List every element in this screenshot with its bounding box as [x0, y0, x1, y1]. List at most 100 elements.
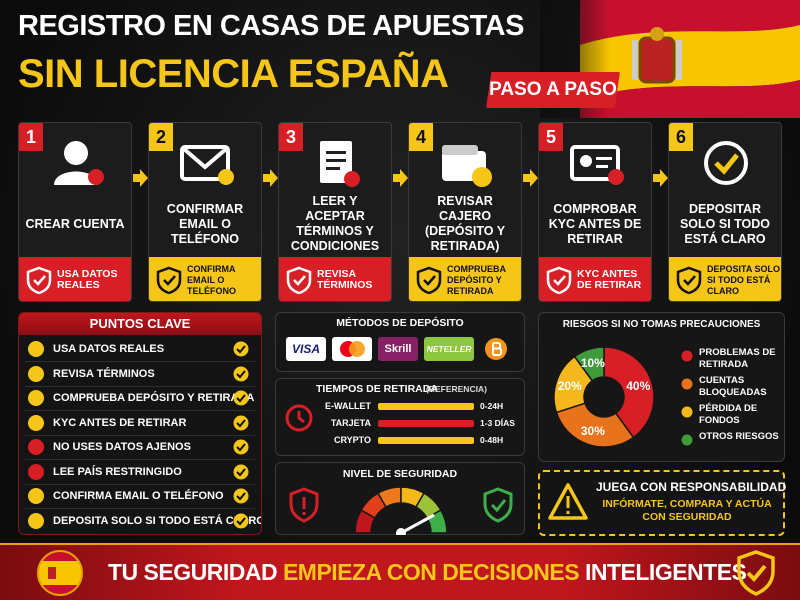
step-note: DEPOSITA SOLO SI TODO ESTÁ CLARO	[707, 263, 781, 296]
time-bar	[378, 403, 474, 410]
icon-shape	[570, 145, 620, 181]
point-icon	[27, 487, 45, 505]
icon-shape	[580, 0, 800, 45]
icon-shape	[704, 141, 748, 185]
icon-shape	[580, 155, 592, 167]
icon-shape	[180, 145, 234, 185]
key-points-title: PUNTOS CLAVE	[19, 313, 261, 335]
clock-icon	[284, 403, 314, 433]
point-text: REVISA TÉRMINOS	[53, 367, 155, 380]
footer-part-2: EMPIEZA CON DECISIONES	[282, 559, 580, 585]
icon-shape	[236, 345, 246, 354]
icon-shape	[182, 147, 228, 170]
step-card: 1 CREAR CUENTA USA DATOS REALES	[18, 122, 132, 302]
icon-shape	[233, 513, 249, 528]
deposit-panel: MÉTODOS DE DEPÓSITO VISA Skrill NETELLER	[275, 312, 525, 372]
icon-shape	[233, 366, 249, 381]
legend-dot	[681, 349, 693, 362]
point-text: CONFIRMA EMAIL O TELÉFONO	[53, 490, 224, 502]
icon-shape	[236, 443, 246, 452]
point-divider	[25, 483, 255, 485]
icon-shape	[393, 169, 408, 187]
icon-shape	[233, 415, 249, 430]
icon-shape	[523, 169, 538, 187]
icon-shape	[28, 341, 44, 357]
step-card: 3 LEER Y ACEPTAR TÉRMINOS Y CONDICIONES RE…	[278, 122, 392, 302]
point-text: KYC ANTES DE RETIRAR	[53, 416, 187, 429]
step-label: CREAR CUENTA	[25, 216, 125, 231]
icon-shape	[344, 171, 360, 187]
logo-visa: VISA	[286, 337, 326, 361]
footer-shield	[736, 550, 776, 596]
method-name: E-WALLET	[325, 401, 371, 411]
donut-slice	[573, 346, 605, 382]
icon-shape	[320, 141, 360, 187]
icon-shape	[570, 145, 624, 185]
icon-shape	[236, 418, 246, 427]
icon-shape	[485, 338, 507, 360]
step-icon	[306, 137, 366, 189]
point-text: DEPOSITA SOLO SI TODO ESTÁ CLARO	[53, 514, 262, 527]
icon-shape	[326, 167, 340, 170]
icon-shape	[28, 341, 44, 357]
icon-shape	[714, 153, 739, 175]
icon-shape	[233, 488, 249, 504]
point-divider	[25, 434, 255, 436]
step-arrow	[263, 168, 278, 188]
slice-label: 40%	[626, 379, 650, 393]
icon-shape	[492, 342, 503, 356]
risks-title: RIESGOS SI NO TOMAS PRECAUCIONES	[562, 319, 761, 330]
point-icon	[27, 438, 45, 456]
icon-shape	[423, 275, 436, 286]
step-label: CONFIRMAR EMAIL O TELÉFONO	[166, 201, 244, 246]
time-text: 0-48H	[480, 435, 504, 445]
icon-shape	[596, 157, 612, 160]
icon-shape	[28, 365, 44, 382]
icon-shape	[28, 488, 44, 504]
icon-shape	[28, 439, 44, 455]
icon-shape	[442, 145, 492, 187]
icon-shape	[285, 404, 313, 432]
icon-shape	[553, 275, 566, 286]
point-text: COMPRUEBA DEPÓSITO Y RETIRADA	[53, 392, 255, 404]
step-note: CONFIRMA EMAIL O TELÉFONO	[187, 263, 236, 296]
step-number: 5	[539, 123, 563, 151]
icon-shape	[285, 404, 313, 432]
logo-mastercard	[332, 337, 372, 361]
donut-slice	[555, 402, 635, 448]
icon-shape	[286, 266, 312, 295]
icon-shape	[681, 350, 693, 362]
step-number: 6	[669, 123, 693, 151]
icon-shape	[566, 511, 570, 514]
point-icon	[27, 512, 45, 530]
icon-shape	[416, 266, 442, 295]
icon-shape	[64, 141, 88, 165]
icon-shape	[326, 159, 346, 162]
icon-shape	[681, 434, 693, 446]
icon-shape	[236, 492, 246, 501]
icon-shape	[566, 496, 570, 508]
icon-shape	[681, 378, 693, 390]
icon-shape	[472, 167, 492, 187]
note-icon	[415, 266, 443, 295]
donut-chart: 40% 30% 20% 10%	[539, 333, 669, 461]
icon-shape	[54, 141, 104, 185]
note-icon	[285, 266, 313, 295]
note-icon	[155, 266, 183, 295]
icon-shape	[233, 464, 249, 479]
icon-shape	[302, 512, 306, 515]
legend-dot	[681, 405, 693, 418]
icon-shape	[28, 390, 44, 406]
withdrawal-title: TIEMPOS DE RETIRADA	[316, 383, 438, 395]
withdrawal-panel: TIEMPOS DE RETIRADA (REFERENCIA) E-WALLET 0…	[275, 378, 525, 456]
icon-shape	[28, 390, 44, 406]
point-divider	[25, 459, 255, 460]
icon-shape	[286, 266, 312, 295]
slice-label: 30%	[581, 424, 605, 438]
note-icon	[25, 266, 53, 295]
legend-text: PÉRDIDA DE FONDOS	[699, 403, 758, 426]
icon-shape	[704, 141, 748, 185]
icon-shape	[28, 365, 44, 382]
icon-shape	[180, 145, 230, 181]
